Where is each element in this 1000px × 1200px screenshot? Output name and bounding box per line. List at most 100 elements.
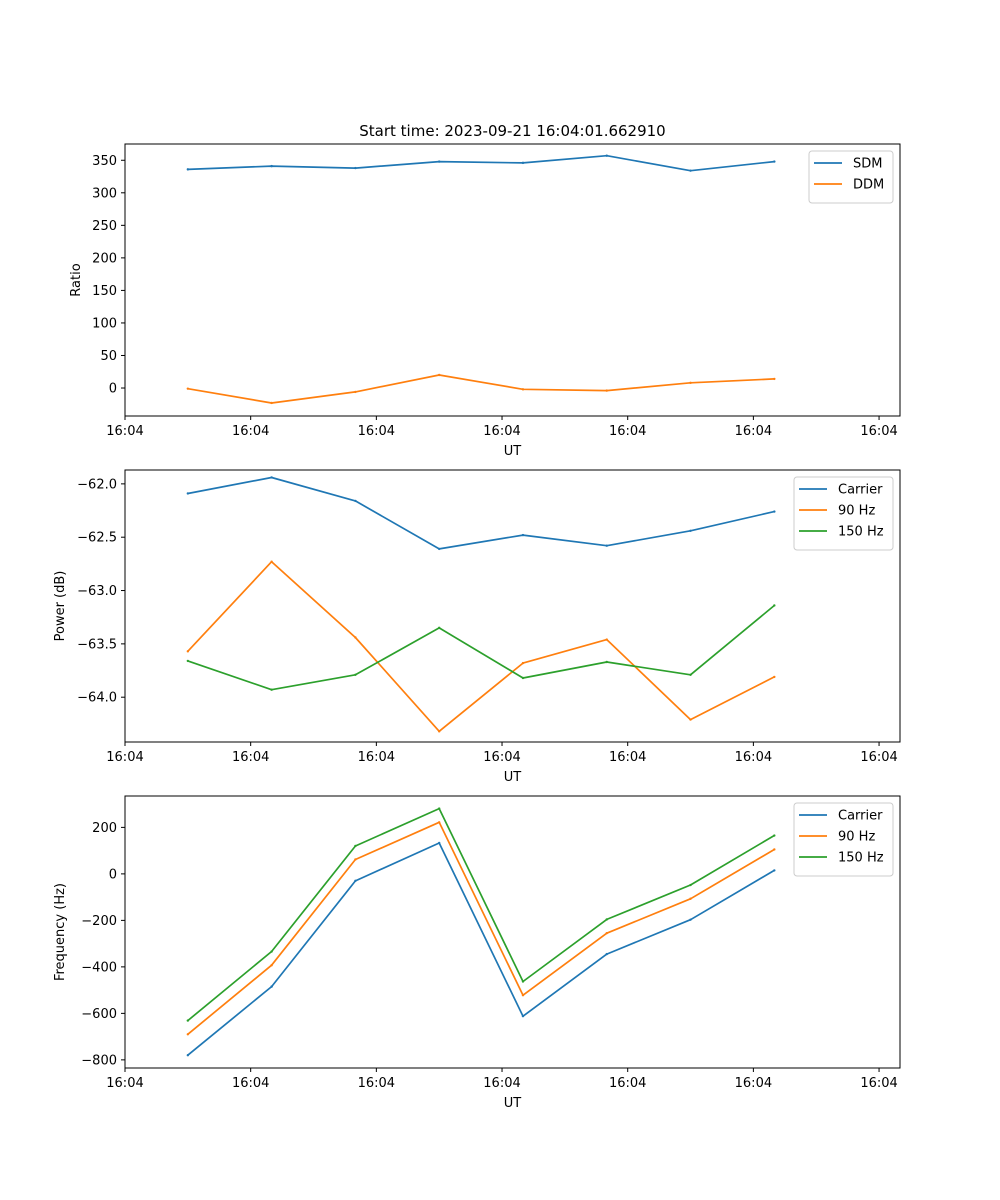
data-point-carrier [270,476,273,479]
x-tick-label: 16:04 [609,750,646,765]
y-tick-label: 350 [92,154,117,169]
data-point-90-hz [354,636,357,639]
data-point-ddm [689,381,692,385]
series-line-carrier [187,476,775,550]
x-tick-label: 16:04 [735,750,772,765]
y-tick-label: 100 [92,316,117,331]
legend-label: DDM [853,178,884,193]
data-point-90-hz [354,858,357,861]
x-tick-label: 16:04 [860,1076,897,1091]
data-point-150-hz [354,673,357,676]
data-point-150-hz [186,1019,190,1022]
data-point-90-hz [186,1033,190,1036]
data-point-carrier [186,1054,190,1057]
data-point-carrier [773,869,776,872]
legend-label: 150 Hz [838,525,884,540]
data-point-150-hz [605,918,608,921]
data-point-150-hz [186,659,190,663]
data-point-carrier [689,529,692,532]
x-tick-label: 16:04 [609,424,646,439]
data-point-ddm [773,377,776,381]
x-tick-label: 16:04 [358,424,395,439]
data-point-90-hz [437,821,441,824]
data-point-150-hz [437,626,441,630]
legend-box [808,150,894,204]
chart-panel-3: 16:04 16:04 16:04 16:04 16:04 16:04 16:04 −800 −… [53,795,901,1111]
data-point-90-hz [773,848,776,851]
data-point-150-hz [521,980,525,983]
axes-frame [124,795,901,1069]
chart-title: Start time: 2023-09-21 16:04:01.662910 [359,122,665,140]
axes-frame [124,143,901,417]
x-tick-label: 16:04 [483,424,520,439]
data-point-90-hz [270,964,273,967]
y-tick-label: 200 [92,251,117,266]
data-point-90-hz [521,994,525,997]
data-point-150-hz [437,807,441,810]
legend-label: Carrier [838,809,883,824]
data-point-carrier [354,879,357,883]
data-point-150-hz [689,673,692,676]
data-point-sdm [437,160,441,163]
x-tick-label: 16:04 [483,750,520,765]
x-tick-label: 16:04 [860,750,897,765]
y-tick-label: −400 [81,960,117,975]
data-point-carrier [186,492,190,495]
y-tick-label: −63.5 [77,637,117,652]
series-line-150-hz [187,807,775,1022]
data-point-carrier [521,533,525,537]
data-point-150-hz [354,844,357,848]
data-point-ddm [354,390,357,394]
data-point-150-hz [689,883,692,887]
x-axis-label: UT [504,1096,522,1111]
y-tick-label: 250 [92,219,117,234]
data-point-carrier [773,510,776,513]
data-point-carrier [605,952,608,956]
x-tick-label: 16:04 [106,1076,143,1091]
data-point-ddm [605,389,608,392]
x-axis-label: UT [504,770,522,785]
x-tick-label: 16:04 [232,1076,269,1091]
y-tick-label: −800 [81,1053,117,1068]
y-tick-label: −62.0 [77,477,117,492]
data-point-90-hz [270,560,273,563]
data-point-sdm [521,161,525,165]
data-point-150-hz [270,950,273,953]
y-tick-label: −62.5 [77,531,117,546]
data-point-carrier [354,499,357,503]
x-tick-label: 16:04 [106,424,143,439]
x-tick-label: 16:04 [483,1076,520,1091]
x-tick-label: 16:04 [735,1076,772,1091]
data-point-carrier [270,985,273,988]
data-point-90-hz [437,730,441,733]
legend-label: 90 Hz [838,504,875,519]
data-point-sdm [354,166,357,170]
data-point-ddm [270,401,273,405]
x-tick-label: 16:04 [232,424,269,439]
y-tick-label: −200 [81,914,117,929]
x-tick-label: 16:04 [358,1076,395,1091]
data-point-sdm [605,154,608,157]
data-point-sdm [270,164,273,168]
x-tick-label: 16:04 [106,750,143,765]
data-point-150-hz [270,688,273,691]
legend-label: 150 Hz [838,851,884,866]
data-point-150-hz [605,660,608,664]
data-point-ddm [521,388,525,391]
data-point-90-hz [689,718,692,721]
x-tick-label: 16:04 [358,750,395,765]
data-point-150-hz [773,834,776,837]
data-point-carrier [689,918,692,921]
y-tick-label: 150 [92,284,117,299]
y-tick-label: −600 [81,1007,117,1022]
series-line-90-hz [187,560,775,733]
series-line-90-hz [187,821,775,1035]
data-point-sdm [773,160,776,163]
x-tick-label: 16:04 [609,1076,646,1091]
x-tick-label: 16:04 [735,424,772,439]
chart-panel-1: 16:04 16:04 16:04 16:04 16:04 16:04 16:04 0 50 10… [69,122,901,459]
legend: Carrier 90 Hz 150 Hz [793,476,894,551]
y-tick-label: 0 [109,867,117,882]
legend-label: Carrier [838,483,883,498]
